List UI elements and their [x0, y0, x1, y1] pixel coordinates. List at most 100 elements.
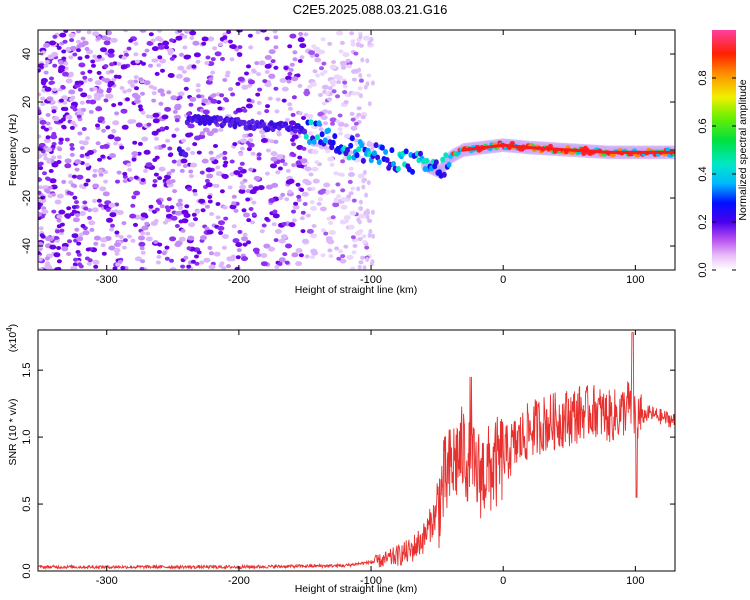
noise-blob — [87, 77, 93, 82]
noise-blob — [297, 83, 303, 88]
noise-blob — [64, 137, 70, 142]
noise-blob — [84, 54, 90, 59]
noise-blob — [357, 219, 362, 225]
snr-x-label: Height of straight line (km) — [295, 583, 418, 595]
noise-blob — [108, 202, 116, 208]
noise-blob — [292, 50, 298, 55]
noise-blob — [137, 104, 143, 109]
noise-blob — [134, 256, 142, 262]
noise-blob — [38, 257, 43, 262]
noise-blob — [319, 66, 324, 71]
noise-blob — [226, 264, 231, 269]
noise-blob — [251, 68, 256, 73]
noise-blob — [82, 79, 88, 83]
noise-blob — [281, 86, 289, 92]
noise-blob — [289, 33, 297, 39]
noise-blob — [72, 262, 78, 267]
noise-blob — [133, 41, 139, 46]
noise-blob — [96, 70, 102, 75]
noise-blob — [237, 76, 245, 82]
colorbar-tick-label: 0.4 — [697, 166, 709, 181]
noise-blob — [300, 158, 308, 164]
noise-blob — [181, 209, 189, 215]
snr-line-group — [38, 332, 675, 571]
noise-blob — [273, 86, 279, 91]
noise-blob — [351, 198, 357, 203]
noise-blob — [356, 106, 362, 111]
noise-blob — [137, 141, 143, 146]
noise-blob — [256, 156, 262, 161]
noise-blob — [141, 225, 149, 231]
ridge-point — [308, 119, 314, 126]
noise-blob — [74, 227, 80, 232]
noise-blob — [58, 69, 63, 74]
noise-blob — [109, 227, 114, 232]
noise-blob — [285, 75, 292, 81]
noise-blob — [65, 114, 73, 120]
noise-blob — [298, 31, 304, 36]
noise-blob — [68, 55, 74, 60]
noise-blob — [357, 237, 363, 242]
spectrogram-noise — [38, 30, 376, 270]
ridge-point — [314, 134, 320, 141]
noise-blob — [256, 111, 262, 115]
noise-blob — [248, 207, 254, 211]
colorbar-tick-label: 0.0 — [697, 262, 709, 277]
noise-blob — [62, 100, 68, 105]
noise-blob — [56, 193, 64, 199]
noise-blob — [189, 30, 197, 36]
noise-blob — [283, 66, 289, 70]
noise-blob — [270, 163, 277, 169]
noise-blob — [253, 175, 261, 181]
noise-blob — [38, 190, 42, 195]
noise-blob — [79, 100, 85, 105]
noise-blob — [93, 264, 99, 269]
noise-blob — [338, 49, 344, 54]
noise-blob — [93, 235, 101, 241]
noise-blob — [221, 266, 227, 270]
noise-blob — [152, 179, 158, 183]
noise-blob — [51, 162, 59, 168]
noise-blob — [211, 128, 219, 134]
noise-blob — [130, 238, 136, 243]
noise-blob — [285, 168, 291, 173]
noise-blob — [288, 120, 296, 126]
noise-blob — [165, 208, 171, 213]
noise-blob — [216, 100, 222, 105]
noise-blob — [343, 133, 351, 139]
noise-blob — [240, 138, 248, 144]
noise-blob — [150, 38, 156, 43]
noise-blob — [84, 46, 90, 51]
noise-blob — [284, 260, 290, 265]
noise-blob — [210, 98, 218, 104]
noise-blob — [207, 195, 213, 199]
noise-blob — [246, 147, 252, 152]
noise-blob — [69, 97, 75, 102]
noise-blob — [356, 42, 360, 48]
noise-blob — [53, 252, 61, 258]
noise-blob — [180, 228, 186, 233]
noise-blob — [170, 168, 176, 173]
noise-blob — [79, 211, 86, 216]
noise-blob — [365, 58, 370, 64]
noise-blob — [90, 59, 96, 64]
noise-blob — [226, 30, 232, 34]
noise-blob — [291, 163, 297, 168]
noise-blob — [367, 40, 372, 46]
noise-blob — [288, 222, 296, 228]
noise-blob — [96, 36, 102, 41]
noise-blob — [337, 127, 343, 132]
noise-blob — [186, 246, 192, 251]
noise-blob — [359, 206, 363, 212]
noise-blob — [105, 30, 113, 36]
noise-blob — [198, 198, 206, 204]
noise-blob — [177, 198, 183, 203]
noise-blob — [88, 109, 94, 114]
noise-blob — [320, 115, 328, 121]
noise-blob — [251, 200, 257, 205]
noise-blob — [323, 182, 331, 188]
noise-blob — [199, 260, 205, 265]
noise-blob — [43, 42, 51, 48]
noise-blob — [126, 162, 132, 167]
snr-frame — [37, 329, 676, 572]
